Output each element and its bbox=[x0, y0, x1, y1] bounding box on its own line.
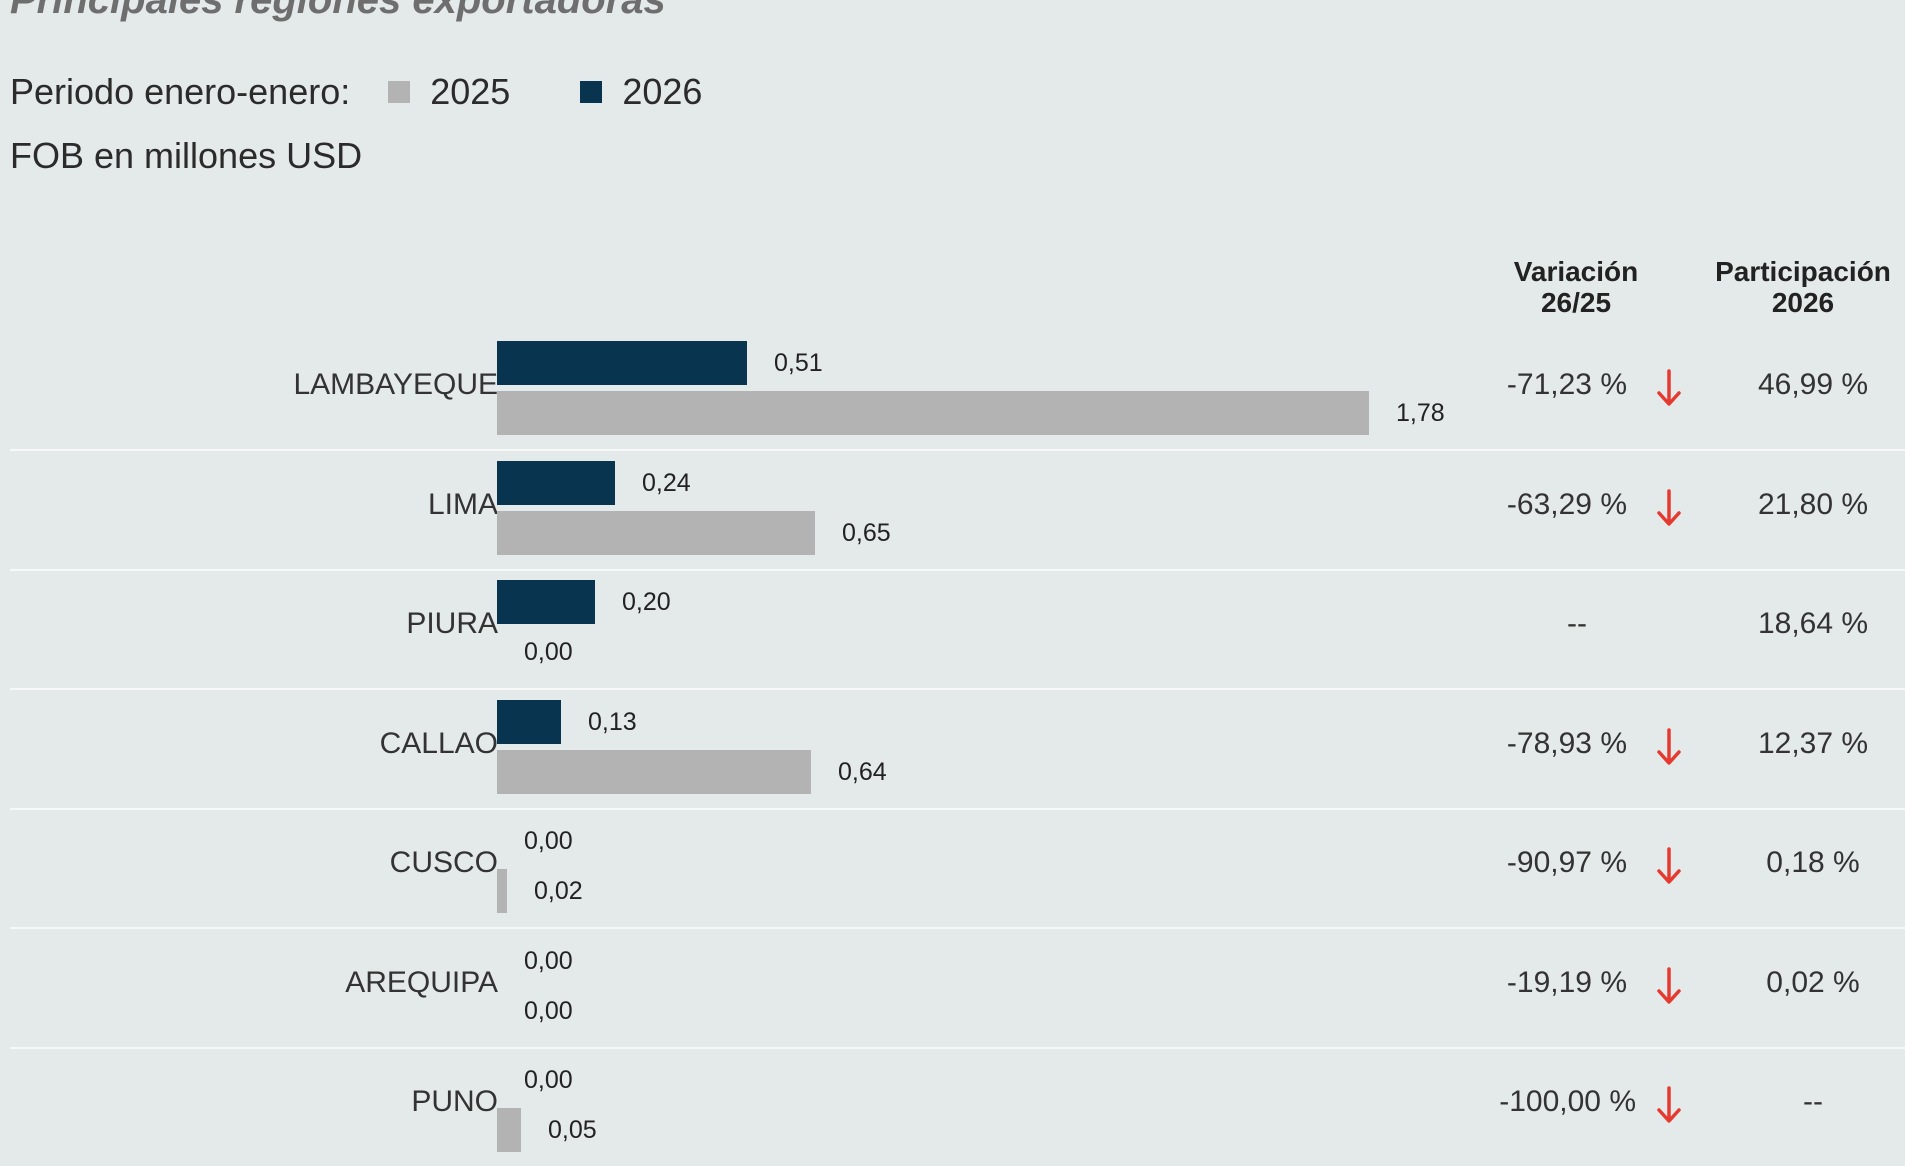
variation-value: -100,00 % bbox=[1499, 1085, 1636, 1118]
legend: Periodo enero-enero: 2025 2026 bbox=[10, 70, 702, 114]
share-header-line2: 2026 bbox=[1771, 287, 1835, 318]
value-label-2026: 0,00 bbox=[524, 947, 573, 975]
arrow-down-icon bbox=[1657, 369, 1681, 406]
arrow-down-icon bbox=[1657, 1086, 1681, 1123]
share-value: 46,99 % bbox=[1757, 368, 1869, 401]
unit-label: FOB en millones USD bbox=[10, 135, 363, 176]
share-column-header: Participación 2026 bbox=[1703, 256, 1903, 318]
share-value: 21,80 % bbox=[1757, 488, 1869, 521]
region-label: AREQUIPA bbox=[345, 966, 498, 999]
bar-2026 bbox=[497, 700, 561, 744]
region-label: CALLAO bbox=[379, 727, 498, 760]
legend-swatch-2026 bbox=[580, 81, 603, 103]
arrow-down-icon bbox=[1657, 728, 1681, 765]
variation-value: -90,97 % bbox=[1506, 846, 1627, 879]
bar-2026 bbox=[497, 341, 747, 385]
bar-2025 bbox=[497, 869, 507, 913]
bar-2025 bbox=[497, 391, 1369, 435]
value-label-2025: 0,02 bbox=[534, 877, 583, 905]
legend-swatch-2025 bbox=[388, 81, 411, 103]
share-value: 18,64 % bbox=[1757, 607, 1869, 640]
value-label-2026: 0,20 bbox=[622, 588, 671, 616]
share-value: -- bbox=[1803, 1085, 1823, 1118]
region-label: LIMA bbox=[427, 488, 498, 521]
value-label-2025: 0,64 bbox=[838, 758, 887, 786]
share-value: 0,18 % bbox=[1766, 846, 1860, 879]
variation-value: -63,29 % bbox=[1506, 488, 1627, 521]
value-label-2026: 0,00 bbox=[524, 827, 573, 855]
variation-column-header: Variación 26/25 bbox=[1511, 256, 1641, 318]
variation-value: -71,23 % bbox=[1506, 368, 1627, 401]
value-label-2025: 0,00 bbox=[524, 638, 573, 666]
value-label-2026: 0,00 bbox=[524, 1066, 573, 1094]
region-row-cusco: CUSCO 0,00 0,02 -90,97 % 0,18 % bbox=[10, 808, 1905, 929]
arrow-down-icon bbox=[1657, 847, 1681, 884]
value-label-2025: 1,78 bbox=[1396, 399, 1445, 427]
share-header-line1: Participación bbox=[1715, 256, 1891, 287]
bar-2025 bbox=[497, 1108, 521, 1152]
region-label: PUNO bbox=[411, 1085, 498, 1118]
share-value: 0,02 % bbox=[1766, 966, 1860, 999]
region-row-puno: PUNO 0,00 0,05 -100,00 % -- bbox=[10, 1047, 1905, 1166]
region-label: LAMBAYEQUE bbox=[293, 368, 498, 401]
variation-value: -- bbox=[1567, 607, 1587, 640]
region-row-piura: PIURA 0,20 0,00 -- 18,64 % bbox=[10, 569, 1905, 690]
region-label: PIURA bbox=[406, 607, 498, 640]
bar-2025 bbox=[497, 511, 815, 555]
value-label-2026: 0,24 bbox=[642, 469, 691, 497]
bar-2026 bbox=[497, 461, 615, 505]
value-label-2026: 0,13 bbox=[588, 708, 637, 736]
value-label-2025: 0,00 bbox=[524, 997, 573, 1025]
region-row-lima: LIMA 0,24 0,65 -63,29 % 21,80 % bbox=[10, 450, 1905, 571]
value-label-2026: 0,51 bbox=[774, 349, 823, 377]
share-value: 12,37 % bbox=[1757, 727, 1869, 760]
value-label-2025: 0,65 bbox=[842, 519, 891, 547]
arrow-down-icon bbox=[1657, 489, 1681, 526]
legend-item-2025: 2025 bbox=[388, 71, 510, 113]
variation-value: -19,19 % bbox=[1506, 966, 1627, 999]
variation-header-line1: Variación bbox=[1513, 256, 1639, 287]
bar-2026 bbox=[497, 580, 595, 624]
arrow-down-icon bbox=[1657, 967, 1681, 1004]
value-label-2025: 0,05 bbox=[548, 1116, 597, 1144]
bar-2025 bbox=[497, 750, 811, 794]
chart-title: Principales regiones exportadoras bbox=[10, 0, 666, 22]
period-label: Periodo enero-enero: bbox=[10, 71, 351, 112]
region-label: CUSCO bbox=[389, 846, 498, 879]
region-row-callao: CALLAO 0,13 0,64 -78,93 % 12,37 % bbox=[10, 689, 1905, 810]
legend-label-2026: 2026 bbox=[622, 71, 703, 112]
legend-label-2025: 2025 bbox=[430, 71, 511, 112]
variation-value: -78,93 % bbox=[1506, 727, 1627, 760]
variation-header-line2: 26/25 bbox=[1540, 287, 1612, 318]
region-row-arequipa: AREQUIPA 0,00 0,00 -19,19 % 0,02 % bbox=[10, 928, 1905, 1049]
region-row-lambayeque: LAMBAYEQUE 0,51 1,78 -71,23 % 46,99 % bbox=[10, 330, 1905, 451]
legend-item-2026: 2026 bbox=[580, 71, 702, 113]
